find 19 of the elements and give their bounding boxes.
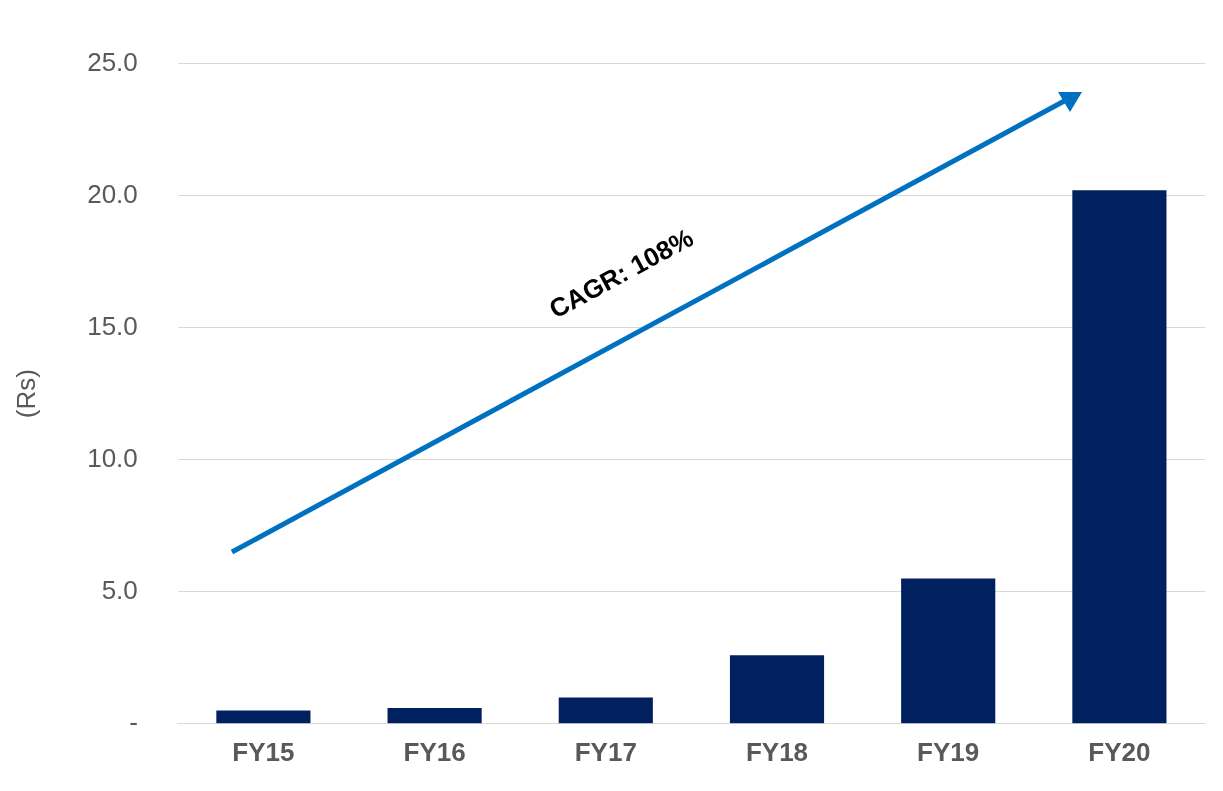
y-tick-label: - [129, 706, 138, 737]
bar [387, 707, 482, 724]
x-tick-label: FY20 [1088, 736, 1151, 767]
x-tick-label: FY19 [917, 736, 980, 767]
y-axis-title: (Rs) [10, 369, 41, 419]
x-tick-label: FY18 [745, 736, 809, 767]
bar [901, 578, 996, 724]
x-tick-label: FY15 [232, 736, 295, 767]
bar [216, 710, 311, 724]
y-tick-label: 5.0 [101, 574, 138, 605]
bar [729, 655, 825, 724]
y-tick-label: 15.0 [87, 310, 138, 341]
bar [558, 697, 653, 724]
bar [1072, 190, 1167, 724]
y-tick-label: 10.0 [87, 442, 138, 473]
x-tick-label: FY16 [403, 736, 466, 767]
y-tick-label: 25.0 [87, 46, 138, 77]
y-tick-label: 20.0 [87, 178, 138, 209]
x-tick-label: FY17 [574, 736, 637, 767]
